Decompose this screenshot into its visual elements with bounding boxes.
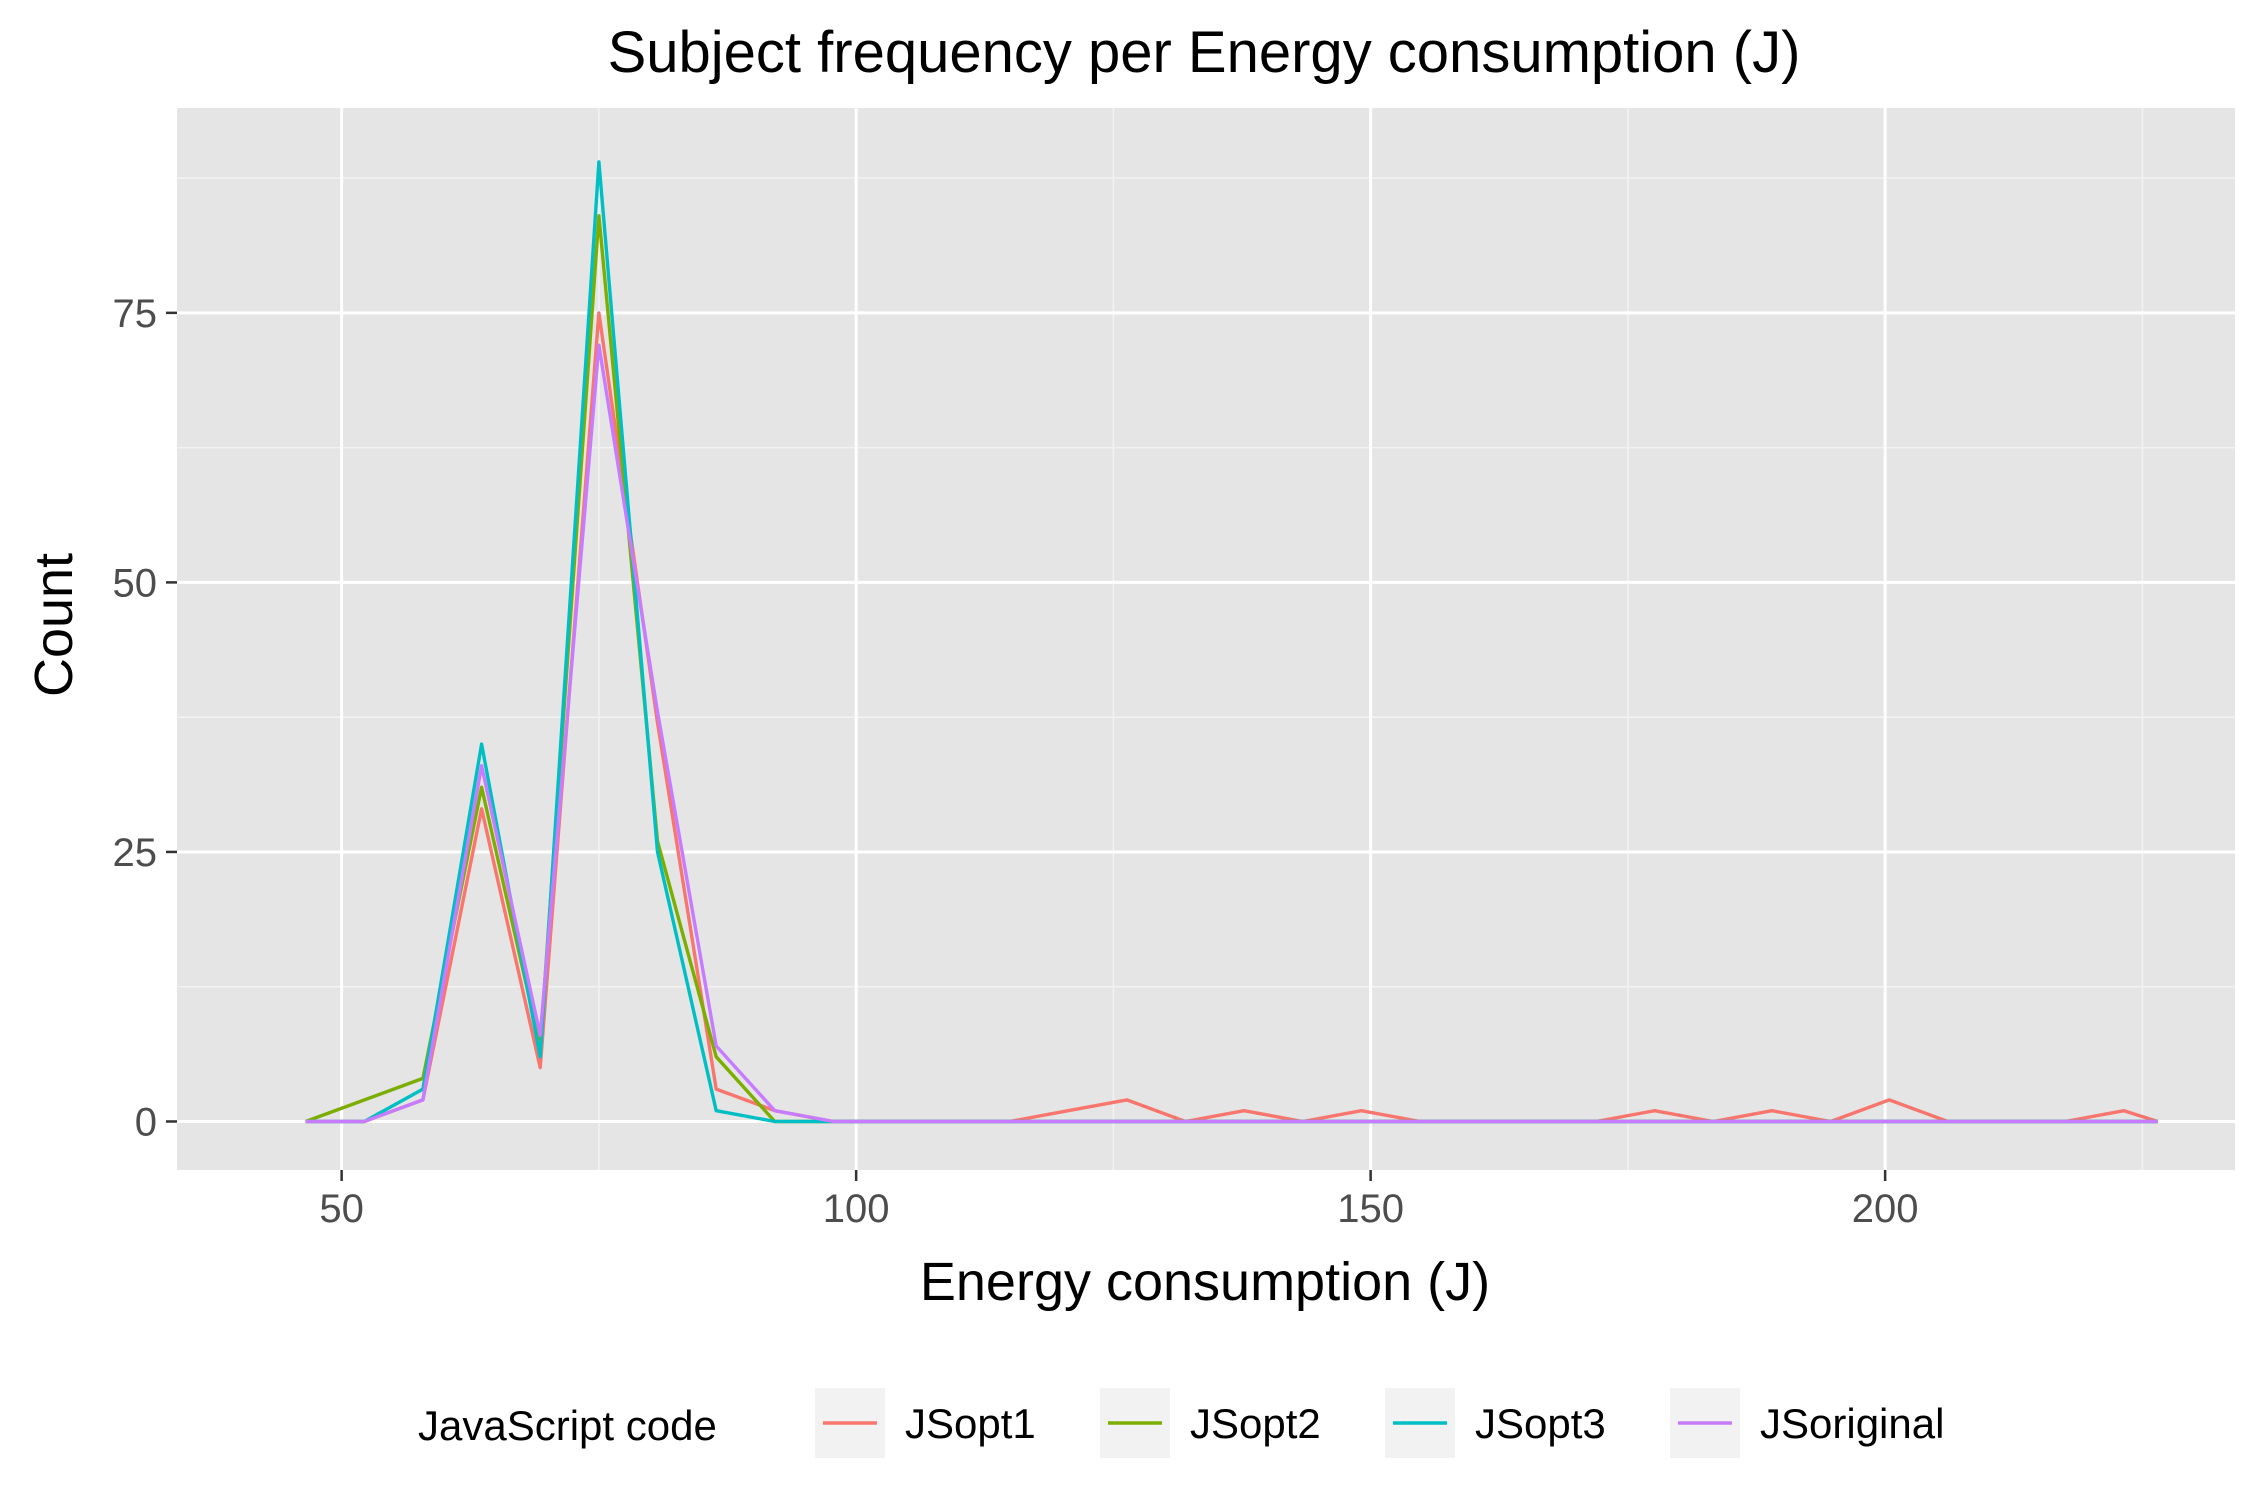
x-axis-title: Energy consumption (J) (920, 1252, 1490, 1312)
x-tick-label: 200 (1852, 1187, 1919, 1231)
series-line-jsopt1 (305, 311, 2159, 1124)
panel-background (177, 108, 2235, 1170)
y-axis-title: Count (24, 553, 84, 697)
series-line-jsopt3 (305, 160, 2158, 1124)
x-tick-label: 100 (823, 1187, 890, 1231)
legend-label-jsopt2: JSopt2 (1190, 1400, 1321, 1447)
y-tick-label: 75 (113, 292, 158, 336)
y-tick-label: 0 (135, 1100, 157, 1144)
series-line-jsoriginal (305, 343, 2158, 1124)
legend-label-jsopt1: JSopt1 (905, 1400, 1036, 1447)
y-tick-label: 50 (113, 561, 158, 605)
chart-title: Subject frequency per Energy consumption… (608, 20, 1801, 85)
x-tick-label: 150 (1337, 1187, 1404, 1231)
legend-label-jsoriginal: JSoriginal (1760, 1400, 1944, 1447)
x-axis: 50 100 150 200 (319, 1170, 1919, 1231)
legend-title: JavaScript code (418, 1402, 717, 1449)
plot-panel (177, 108, 2235, 1170)
legend-label-jsopt3: JSopt3 (1475, 1400, 1606, 1447)
legend: JavaScript code JSopt1 JSopt2 JSopt3 JSorig… (418, 1388, 1944, 1458)
y-tick-label: 25 (113, 831, 158, 875)
x-tick-label: 50 (319, 1187, 364, 1231)
y-axis: 0 25 50 75 (113, 292, 177, 1144)
